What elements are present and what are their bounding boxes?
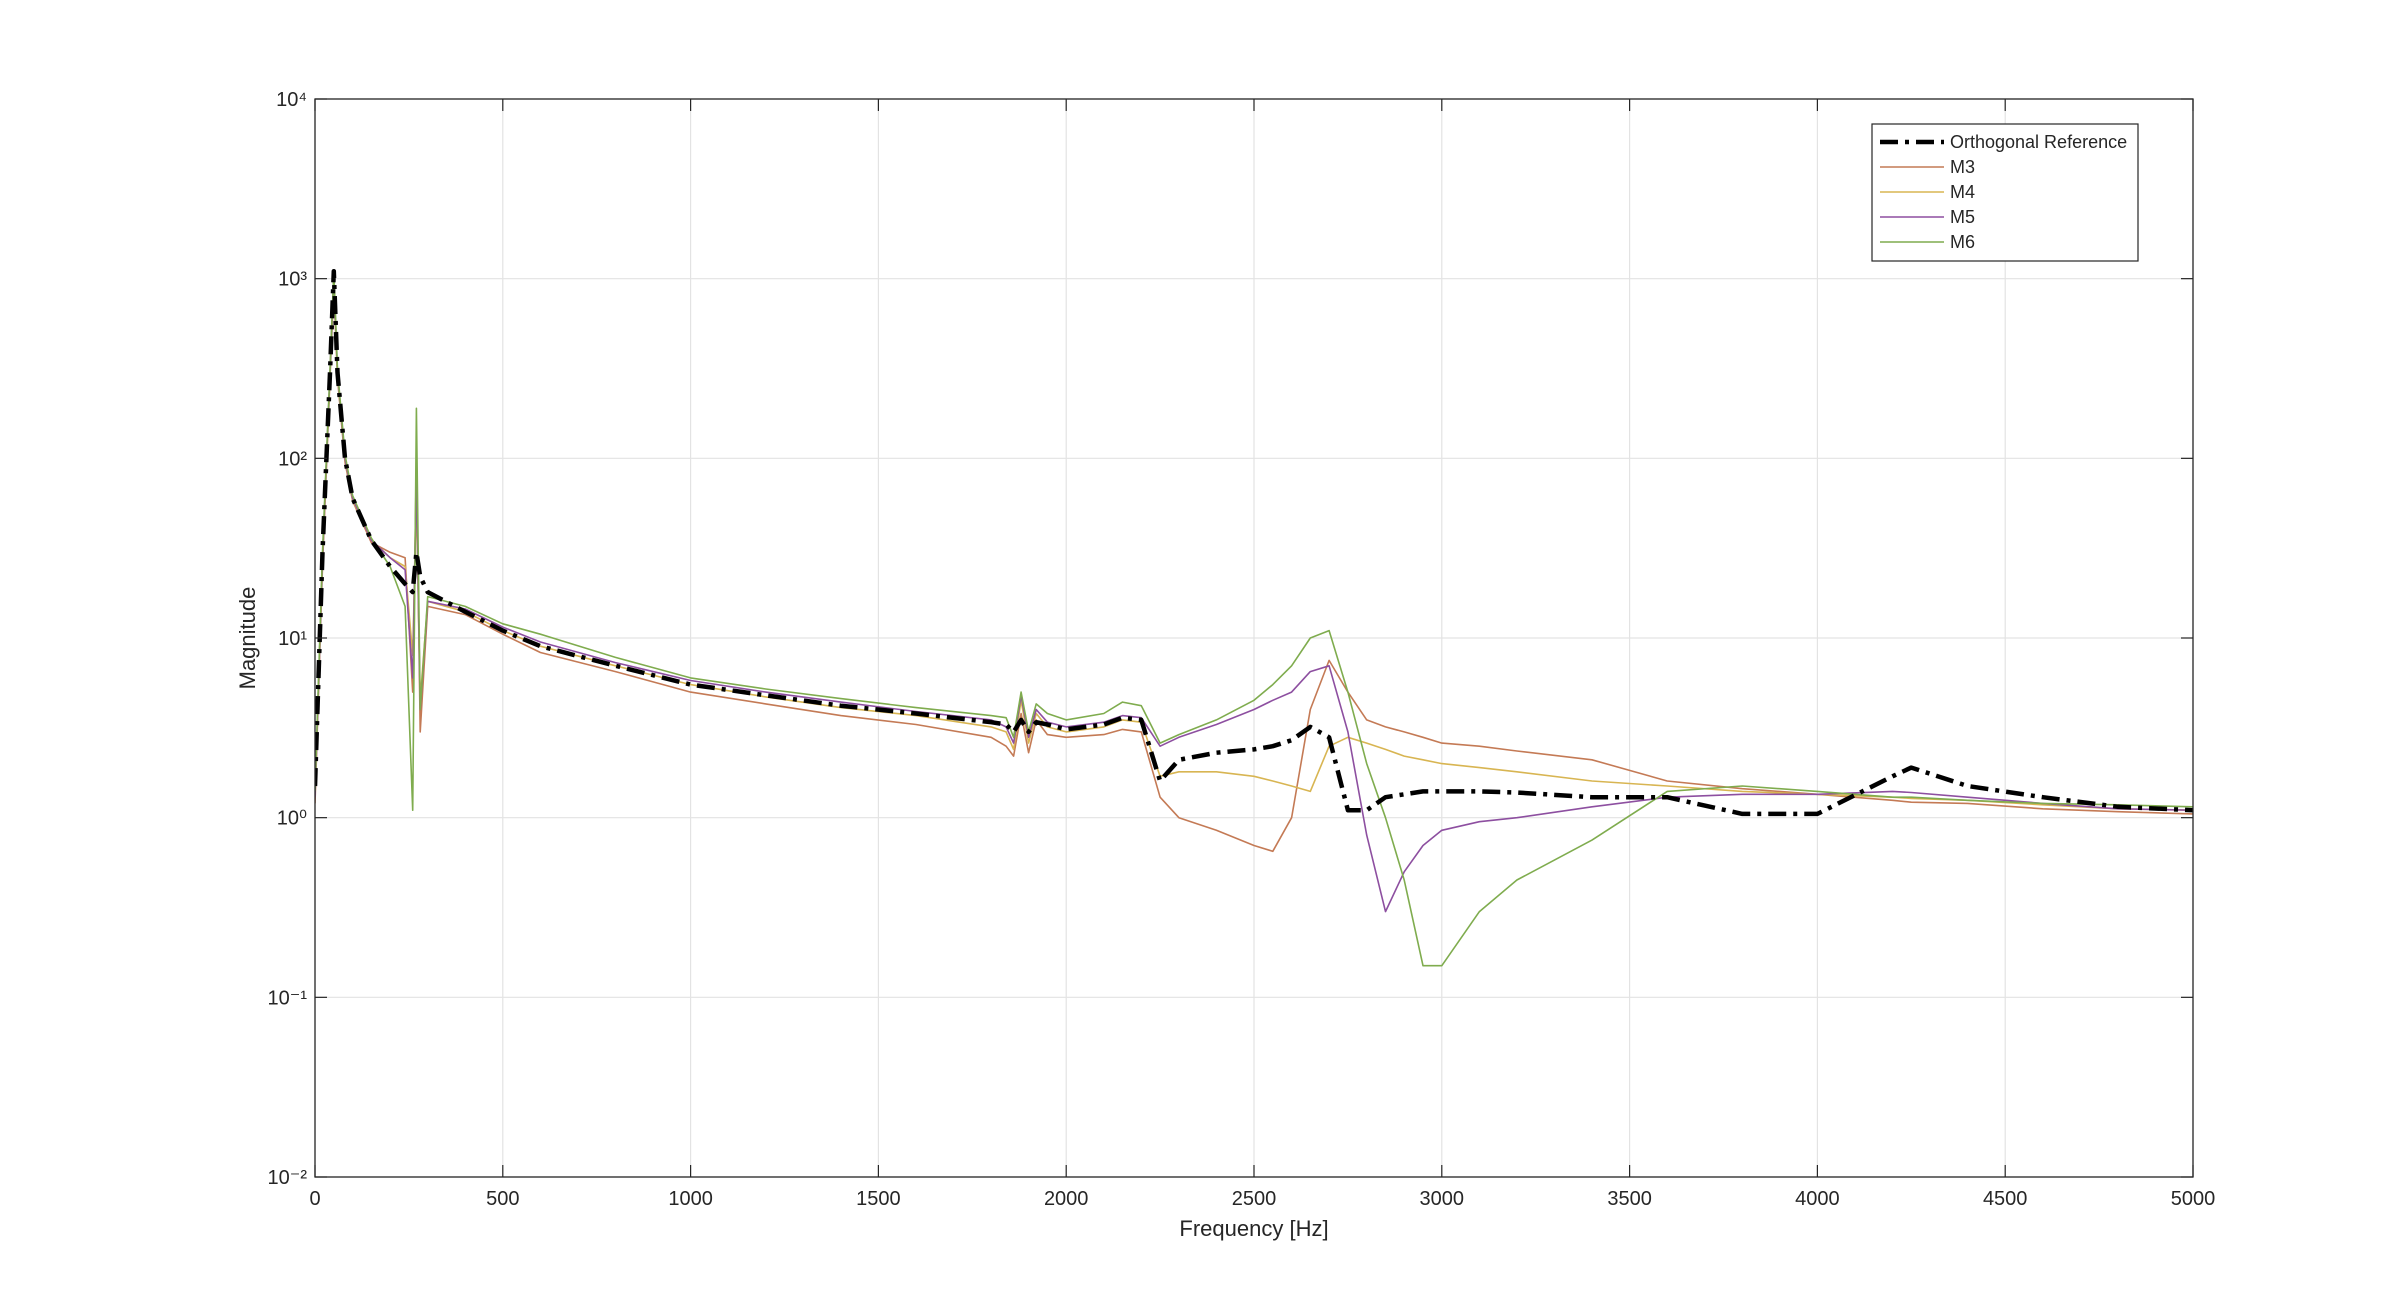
y-tick-label: 10⁴ [276, 89, 307, 111]
series-line [315, 270, 2193, 967]
x-tick-label: 2000 [1044, 1188, 1089, 1210]
legend-label: M5 [1950, 207, 1975, 227]
legend-label: M4 [1950, 182, 1975, 202]
x-tick-label: 4500 [1983, 1188, 2028, 1210]
legend-label: Orthogonal Reference [1950, 132, 2127, 152]
x-tick-label: 5000 [2171, 1188, 2216, 1210]
x-tick-label: 1000 [668, 1188, 713, 1210]
y-tick-label: 10³ [278, 269, 307, 291]
x-axis-label: Frequency [Hz] [1179, 1216, 1328, 1241]
legend: Orthogonal Reference M3 M4 M5 M6 [1871, 123, 2139, 262]
x-tick-label: 3000 [1420, 1188, 1465, 1210]
y-tick-label: 10⁰ [277, 808, 307, 830]
y-tick-label: 10⁻² [268, 1167, 308, 1189]
y-axis-label: Magnitude [235, 587, 260, 690]
x-tick-label: 4000 [1795, 1188, 1840, 1210]
y-tick-label: 10⁻¹ [268, 987, 308, 1009]
y-tick-label: 10¹ [278, 628, 307, 650]
series-line [315, 274, 2193, 913]
x-tick-label: 2500 [1232, 1188, 1277, 1210]
x-tick-label: 1500 [856, 1188, 901, 1210]
x-tick-label: 0 [309, 1188, 320, 1210]
legend-label: M3 [1950, 157, 1975, 177]
legend-label: M6 [1950, 232, 1975, 252]
x-tick-label: 3500 [1607, 1188, 1652, 1210]
y-tick-label: 10² [278, 448, 307, 470]
series-line [315, 277, 2193, 811]
series-group [315, 268, 2193, 967]
x-tick-label: 500 [486, 1188, 519, 1210]
